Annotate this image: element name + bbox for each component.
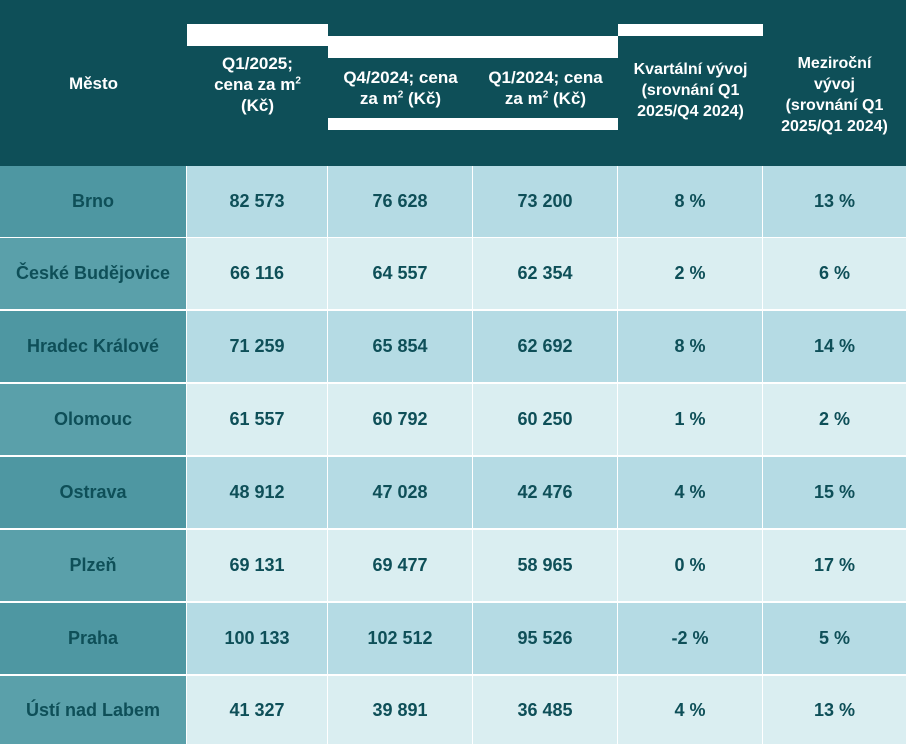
header-kvart-line3: 2025/Q4 2024) bbox=[637, 102, 744, 120]
table-row: Ústí nad Labem 41 327 39 891 36 485 4 % … bbox=[0, 676, 906, 744]
header-bar-city-bottom bbox=[0, 120, 187, 166]
city-cell: České Budějovice bbox=[0, 238, 186, 309]
header-city-label: Město bbox=[68, 73, 119, 93]
q1-2025-cell: 66 116 bbox=[187, 238, 327, 309]
header-mezi-line2: vývoj bbox=[814, 76, 855, 93]
header-kvart-line1: Kvartální vývoj bbox=[633, 60, 748, 78]
header-mezi-line1: Meziroční bbox=[797, 55, 872, 72]
q1-2024-cell: 58 965 bbox=[473, 530, 617, 601]
header-kvart-line2: (srovnání Q1 bbox=[641, 81, 740, 99]
header-q4-2024-unit: za m bbox=[359, 89, 398, 108]
q1-2024-cell: 60 250 bbox=[473, 384, 617, 455]
header-q4-2024: Q4/2024; cena za m2 (Kč) bbox=[328, 58, 473, 118]
kvart-cell: 2 % bbox=[618, 238, 762, 309]
mezi-cell: 2 % bbox=[763, 384, 906, 455]
kvart-cell: 0 % bbox=[618, 530, 762, 601]
header-q1-2025-unit: cena za m bbox=[214, 74, 296, 94]
kvart-cell: 4 % bbox=[618, 676, 762, 744]
q1-2025-cell: 48 912 bbox=[187, 457, 327, 528]
city-cell: Hradec Králové bbox=[0, 311, 186, 382]
header-bar-q4-q1-top bbox=[328, 24, 618, 36]
header-q1-2024-sup: 2 bbox=[542, 89, 549, 101]
q1-2024-cell: 42 476 bbox=[473, 457, 617, 528]
header-bar-bottom bbox=[187, 144, 906, 166]
mezi-cell: 13 % bbox=[763, 166, 906, 237]
table-row: Ostrava 48 912 47 028 42 476 4 % 15 % bbox=[0, 457, 906, 529]
q4-2024-cell: 65 854 bbox=[328, 311, 472, 382]
kvart-cell: 8 % bbox=[618, 311, 762, 382]
header-q1-2025-line3: (Kč) bbox=[240, 95, 275, 115]
header-q1-2024-line1: Q1/2024; cena bbox=[488, 68, 603, 87]
city-cell: Praha bbox=[0, 603, 186, 674]
table-row: Brno 82 573 76 628 73 200 8 % 13 % bbox=[0, 166, 906, 238]
q1-2024-cell: 36 485 bbox=[473, 676, 617, 744]
q1-2024-cell: 62 692 bbox=[473, 311, 617, 382]
header-q4-2024-line1: Q4/2024; cena bbox=[343, 68, 458, 87]
header-q1-2025: Q1/2025; cena za m2 (Kč) bbox=[187, 46, 328, 122]
header-q1-2025-line1: Q1/2025; bbox=[222, 53, 293, 73]
header-bar-mezi bbox=[763, 24, 906, 166]
mezi-cell: 14 % bbox=[763, 311, 906, 382]
q1-2025-cell: 82 573 bbox=[187, 166, 327, 237]
city-cell: Brno bbox=[0, 166, 186, 237]
q1-2024-cell: 73 200 bbox=[473, 166, 617, 237]
kvart-cell: -2 % bbox=[618, 603, 762, 674]
table-header: Město Q1/2025; cena za m2 (Kč) Q4/2024; … bbox=[0, 0, 906, 166]
city-cell: Plzeň bbox=[0, 530, 186, 601]
header-q1-2024-line2: za m2 (Kč) bbox=[505, 88, 586, 109]
header-bar-q1-2025 bbox=[187, 46, 328, 144]
q1-2025-cell: 71 259 bbox=[187, 311, 327, 382]
header-city: Město bbox=[0, 46, 187, 120]
header-mezi-line4: 2025/Q1 2024) bbox=[781, 118, 888, 135]
q4-2024-cell: 76 628 bbox=[328, 166, 472, 237]
q1-2025-cell: 41 327 bbox=[187, 676, 327, 744]
city-cell: Ostrava bbox=[0, 457, 186, 528]
table-row: Praha 100 133 102 512 95 526 -2 % 5 % bbox=[0, 603, 906, 675]
header-bar-kvart bbox=[618, 36, 763, 144]
header-mezi: Meziroční vývoj (srovnání Q1 2025/Q1 202… bbox=[763, 24, 906, 166]
kvart-cell: 1 % bbox=[618, 384, 762, 455]
table-row: Hradec Králové 71 259 65 854 62 692 8 % … bbox=[0, 311, 906, 383]
header-kvart: Kvartální vývoj (srovnání Q1 2025/Q4 202… bbox=[618, 36, 763, 144]
q4-2024-cell: 60 792 bbox=[328, 384, 472, 455]
header-q1-2024: Q1/2024; cena za m2 (Kč) bbox=[473, 58, 618, 118]
mezi-cell: 13 % bbox=[763, 676, 906, 744]
q4-2024-cell: 102 512 bbox=[328, 603, 472, 674]
header-q4-2024-sup: 2 bbox=[397, 89, 404, 101]
mezi-cell: 17 % bbox=[763, 530, 906, 601]
q1-2024-cell: 95 526 bbox=[473, 603, 617, 674]
city-cell: Olomouc bbox=[0, 384, 186, 455]
q4-2024-cell: 47 028 bbox=[328, 457, 472, 528]
table-row: Plzeň 69 131 69 477 58 965 0 % 17 % bbox=[0, 530, 906, 602]
q1-2025-cell: 100 133 bbox=[187, 603, 327, 674]
q1-2024-cell: 62 354 bbox=[473, 238, 617, 309]
header-bar-top bbox=[0, 0, 906, 24]
header-bar-city-top bbox=[0, 24, 187, 46]
header-q4-2024-line2: za m2 (Kč) bbox=[360, 88, 441, 109]
table-row: Olomouc 61 557 60 792 60 250 1 % 2 % bbox=[0, 384, 906, 456]
q4-2024-cell: 64 557 bbox=[328, 238, 472, 309]
mezi-cell: 15 % bbox=[763, 457, 906, 528]
header-bar-q4-q1-bottom bbox=[328, 130, 618, 144]
q4-2024-cell: 39 891 bbox=[328, 676, 472, 744]
kvart-cell: 8 % bbox=[618, 166, 762, 237]
q1-2025-cell: 61 557 bbox=[187, 384, 327, 455]
q4-2024-cell: 69 477 bbox=[328, 530, 472, 601]
q1-2025-cell: 69 131 bbox=[187, 530, 327, 601]
header-q1-2024-unit: za m bbox=[504, 89, 543, 108]
header-q1-2025-line2: cena za m2 bbox=[214, 74, 301, 95]
header-q1-2024-kc: (Kč) bbox=[548, 89, 587, 108]
header-bar-q4-q1 bbox=[328, 58, 618, 118]
mezi-cell: 6 % bbox=[763, 238, 906, 309]
header-bar-city-mid bbox=[0, 46, 187, 120]
header-mezi-line3: (srovnání Q1 bbox=[785, 97, 884, 114]
kvart-cell: 4 % bbox=[618, 457, 762, 528]
table-row: České Budějovice 66 116 64 557 62 354 2 … bbox=[0, 238, 906, 310]
city-cell: Ústí nad Labem bbox=[0, 676, 186, 744]
header-q4-2024-kc: (Kč) bbox=[403, 89, 442, 108]
header-q1-2025-sup: 2 bbox=[295, 74, 301, 86]
mezi-cell: 5 % bbox=[763, 603, 906, 674]
